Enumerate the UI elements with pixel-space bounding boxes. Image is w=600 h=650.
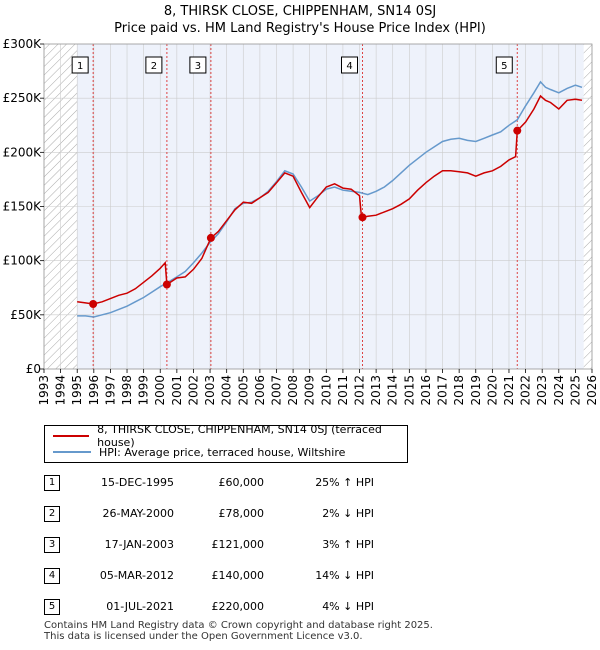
- sale-number: 2: [44, 506, 60, 522]
- sale-number: 4: [44, 568, 60, 584]
- y-tick-label: £100K: [3, 254, 43, 268]
- sale-point: [358, 213, 367, 222]
- sale-number-box: 4: [341, 56, 359, 74]
- sale-number-box: 5: [495, 56, 513, 74]
- table-row: 1 15-DEC-1995 £60,000 25% ↑ HPI: [44, 474, 464, 492]
- property-series-line: [77, 94, 583, 305]
- table-row: 3 17-JAN-2003 £121,000 3% ↑ HPI: [44, 536, 464, 554]
- sale-date: 15-DEC-1995: [100, 476, 174, 489]
- sale-hpi: 3% ↑ HPI: [322, 538, 374, 551]
- x-tick-label: 2013: [369, 375, 383, 406]
- y-tick-label: £50K: [10, 308, 42, 322]
- x-tick-label: 2021: [502, 375, 516, 406]
- x-tick-label: 2002: [186, 375, 200, 406]
- sale-date: 05-MAR-2012: [99, 569, 174, 582]
- legend-hpi: HPI: Average price, terraced house, Wilt…: [53, 444, 345, 460]
- y-tick-label: £200K: [3, 145, 43, 159]
- sale-date: 01-JUL-2021: [106, 600, 174, 613]
- sale-price: £220,000: [211, 600, 265, 613]
- sale-date: 26-MAY-2000: [102, 507, 174, 520]
- x-tick-label: 2003: [203, 375, 217, 406]
- chart-legend: 8, THIRSK CLOSE, CHIPPENHAM, SN14 0SJ (t…: [44, 423, 408, 463]
- sale-number-box: 2: [145, 56, 163, 74]
- sale-number-label: 2: [151, 61, 157, 72]
- x-tick-label: 2018: [452, 375, 466, 406]
- x-tick-label: 2022: [519, 375, 533, 406]
- sale-number-box: 1: [71, 56, 89, 74]
- sale-number: 5: [44, 599, 60, 615]
- sale-number-label: 4: [346, 61, 352, 72]
- x-tick-label: 2014: [386, 375, 400, 406]
- x-tick-label: 1999: [137, 375, 151, 406]
- sale-number: 3: [44, 537, 60, 553]
- sale-price: £140,000: [211, 569, 265, 582]
- y-tick-label: £300K: [3, 37, 43, 51]
- x-tick-label: 1993: [37, 375, 51, 406]
- x-tick-label: 1994: [54, 375, 68, 406]
- sale-point: [513, 126, 522, 135]
- x-tick-label: 2009: [303, 375, 317, 406]
- table-row: 5 01-JUL-2021 £220,000 4% ↓ HPI: [44, 598, 464, 616]
- sale-price: £78,000: [218, 507, 265, 520]
- y-tick-label: £150K: [3, 200, 43, 214]
- x-tick-label: 1998: [120, 375, 134, 406]
- x-tick-label: 2000: [153, 375, 167, 406]
- x-tick-label: 2024: [552, 375, 566, 406]
- x-tick-label: 2023: [535, 375, 549, 406]
- legend-property-swatch: [53, 435, 90, 437]
- sale-number: 1: [44, 475, 60, 491]
- sale-price: £60,000: [218, 476, 265, 489]
- x-tick-label: 2012: [353, 375, 367, 406]
- x-tick-label: 2001: [170, 375, 184, 406]
- x-tick-label: 1997: [103, 375, 117, 406]
- sale-point: [206, 233, 215, 242]
- x-tick-label: 2006: [253, 375, 267, 406]
- x-tick-label: 2017: [436, 375, 450, 406]
- sale-number-label: 1: [77, 61, 83, 72]
- x-tick-label: 2016: [419, 375, 433, 406]
- sale-hpi: 14% ↓ HPI: [315, 569, 374, 582]
- sale-point: [162, 280, 171, 289]
- sale-number-label: 5: [501, 61, 507, 72]
- chart-title: 8, THIRSK CLOSE, CHIPPENHAM, SN14 0SJ: [163, 4, 437, 19]
- x-tick-label: 1995: [70, 375, 84, 406]
- x-tick-label: 2026: [585, 375, 599, 406]
- legend-property: 8, THIRSK CLOSE, CHIPPENHAM, SN14 0SJ (t…: [53, 423, 407, 449]
- x-tick-label: 1996: [87, 375, 101, 406]
- legend-hpi-label: HPI: Average price, terraced house, Wilt…: [99, 445, 346, 459]
- x-tick-label: 2015: [402, 375, 416, 406]
- table-row: 2 26-MAY-2000 £78,000 2% ↓ HPI: [44, 505, 464, 523]
- hpi-series-line: [77, 80, 583, 318]
- sale-number-label: 3: [195, 61, 201, 72]
- legend-property-label: 8, THIRSK CLOSE, CHIPPENHAM, SN14 0SJ (t…: [97, 423, 382, 449]
- footer-copyright: Contains HM Land Registry data © Crown c…: [44, 620, 433, 631]
- x-tick-label: 2010: [319, 375, 333, 406]
- sale-number-box: 3: [189, 56, 207, 74]
- sale-hpi: 4% ↓ HPI: [322, 600, 374, 613]
- y-tick-label: £0: [26, 362, 41, 376]
- sale-price: £121,000: [211, 538, 265, 551]
- chart-subtitle: Price paid vs. HM Land Registry's House …: [114, 21, 486, 36]
- x-tick-label: 2005: [236, 375, 250, 406]
- footer: Contains HM Land Registry data © Crown c…: [44, 620, 433, 642]
- x-tick-label: 2025: [568, 375, 582, 406]
- footer-licence: This data is licensed under the Open Gov…: [44, 631, 363, 642]
- x-tick-label: 2004: [220, 375, 234, 406]
- sale-date: 17-JAN-2003: [104, 538, 174, 551]
- x-tick-label: 2007: [269, 375, 283, 406]
- sale-hpi: 25% ↑ HPI: [315, 476, 374, 489]
- x-tick-label: 2020: [485, 375, 499, 406]
- x-tick-label: 2008: [286, 375, 300, 406]
- price-chart: 1 2 3 4 5 £0 £50K £100K £150K £200K £250K £300K 1993…: [3, 37, 599, 406]
- legend-hpi-swatch: [53, 451, 91, 453]
- table-row: 4 05-MAR-2012 £140,000 14% ↓ HPI: [44, 567, 464, 585]
- x-tick-label: 2011: [336, 375, 350, 406]
- sale-hpi: 2% ↓ HPI: [322, 507, 374, 520]
- x-tick-label: 2019: [469, 375, 483, 406]
- sale-point: [89, 300, 98, 308]
- y-tick-label: £250K: [3, 91, 43, 105]
